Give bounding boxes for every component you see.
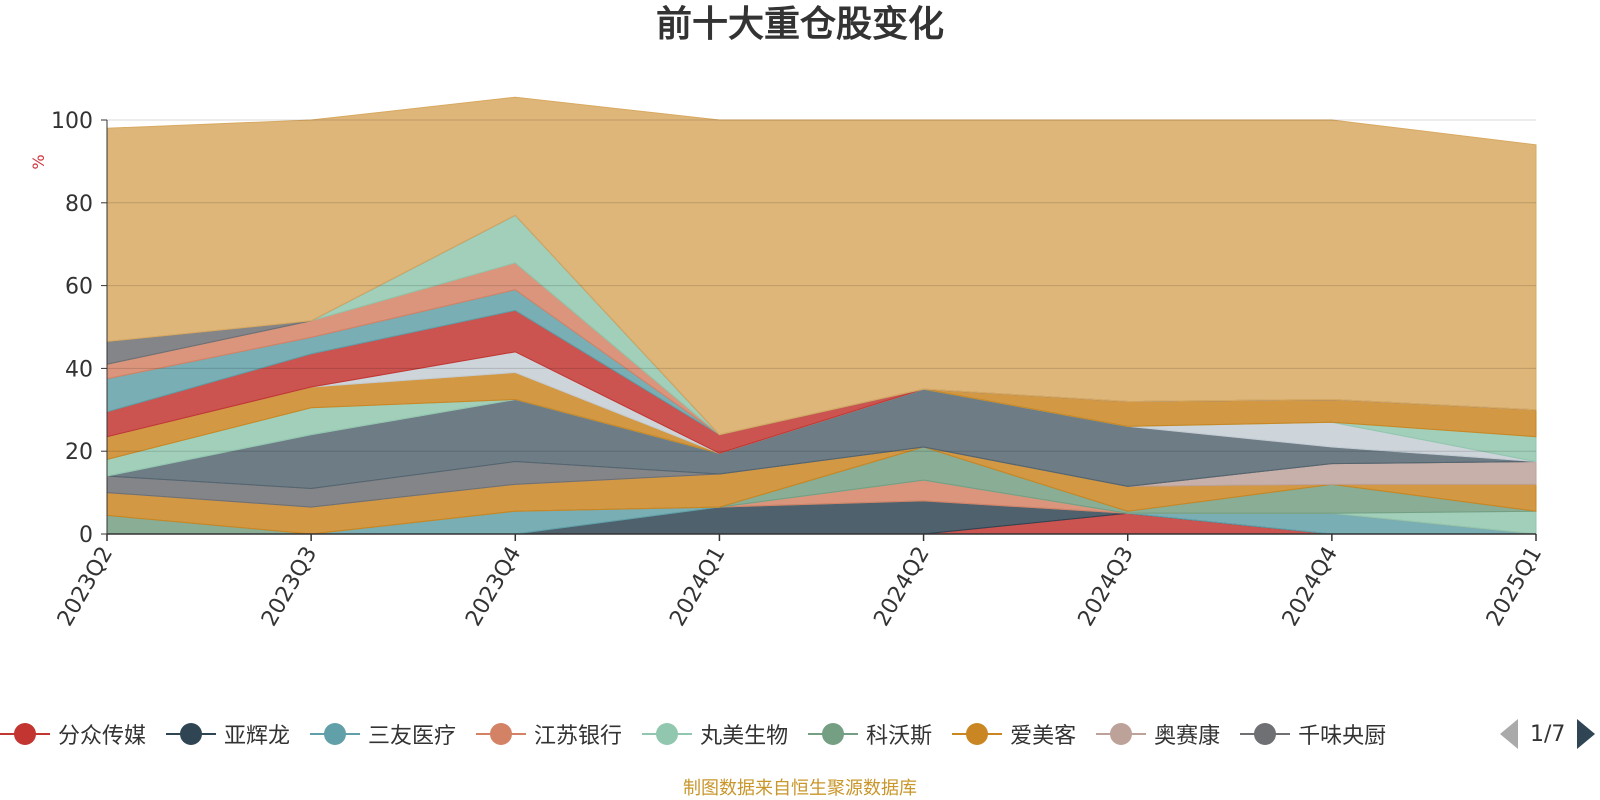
legend-marker-icon: [808, 722, 859, 746]
y-tick-label: 20: [65, 440, 93, 465]
legend-item[interactable]: 分众传媒: [0, 718, 146, 750]
chart-title: 前十大重仓股变化: [655, 4, 944, 45]
legend-label: 丸美生物: [700, 724, 789, 749]
y-tick-label: 80: [65, 192, 93, 217]
legend-label: 三友医疗: [368, 724, 457, 749]
x-tick-label: 2024Q4: [1278, 543, 1343, 631]
legend-marker-icon: [642, 722, 693, 746]
legend-item[interactable]: 爱美客: [952, 718, 1076, 750]
legend-pager: 1/7: [1500, 716, 1596, 752]
y-tick-label: 0: [79, 523, 93, 548]
legend-marker-icon: [476, 722, 527, 746]
legend-label: 千味央厨: [1298, 724, 1387, 749]
legend-item[interactable]: 亚辉龙: [166, 718, 290, 750]
x-tick-label: 2025Q1: [1482, 543, 1547, 631]
y-tick-label: 40: [65, 357, 93, 382]
x-tick-label: 2023Q4: [461, 543, 526, 631]
legend-label: 爱美客: [1010, 724, 1077, 749]
y-tick-label: 100: [51, 109, 93, 134]
legend-marker-icon: [310, 722, 361, 746]
legend-marker-icon: [1240, 722, 1291, 746]
legend-label: 奥赛康: [1154, 724, 1221, 749]
legend-label: 江苏银行: [534, 724, 623, 749]
x-tick-label: 2024Q2: [869, 543, 934, 631]
legend-item[interactable]: 科沃斯: [808, 718, 932, 750]
y-axis-unit-label: %: [29, 154, 48, 169]
x-tick-label: 2024Q3: [1074, 543, 1139, 631]
legend-label: 科沃斯: [866, 724, 933, 749]
data-source-note: 制图数据来自恒生聚源数据库: [683, 778, 917, 799]
legend: 分众传媒 亚辉龙 三友医疗 江苏银行 丸美生物 科沃斯 爱美客 奥赛康 千味央厨: [0, 716, 1406, 752]
legend-item[interactable]: 三友医疗: [310, 718, 456, 750]
x-tick-label: 2024Q1: [665, 543, 730, 631]
y-tick-label: 60: [65, 275, 93, 300]
x-tick-label: 2023Q3: [257, 543, 322, 631]
legend-label: 分众传媒: [58, 724, 147, 749]
legend-item[interactable]: 千味央厨: [1240, 718, 1386, 750]
area-chart: 0 20 40 60 80 100% 2023Q2 2023Q3 2023Q4 2024Q1 202…: [29, 96, 1547, 631]
legend-marker-icon: [1096, 722, 1147, 746]
legend-marker-icon: [952, 722, 1003, 746]
legend-item[interactable]: 奥赛康: [1096, 718, 1220, 750]
legend-page-indicator: 1/7: [1530, 721, 1566, 747]
legend-next-icon[interactable]: [1577, 719, 1596, 749]
legend-item[interactable]: 江苏银行: [476, 718, 622, 750]
legend-prev-icon[interactable]: [1500, 719, 1518, 749]
legend-marker-icon: [166, 722, 217, 746]
x-tick-label: 2023Q2: [53, 543, 118, 631]
legend-label: 亚辉龙: [224, 724, 291, 749]
legend-marker-icon: [0, 722, 50, 746]
legend-item[interactable]: 丸美生物: [642, 718, 788, 750]
area-series-20: [106, 96, 1537, 436]
